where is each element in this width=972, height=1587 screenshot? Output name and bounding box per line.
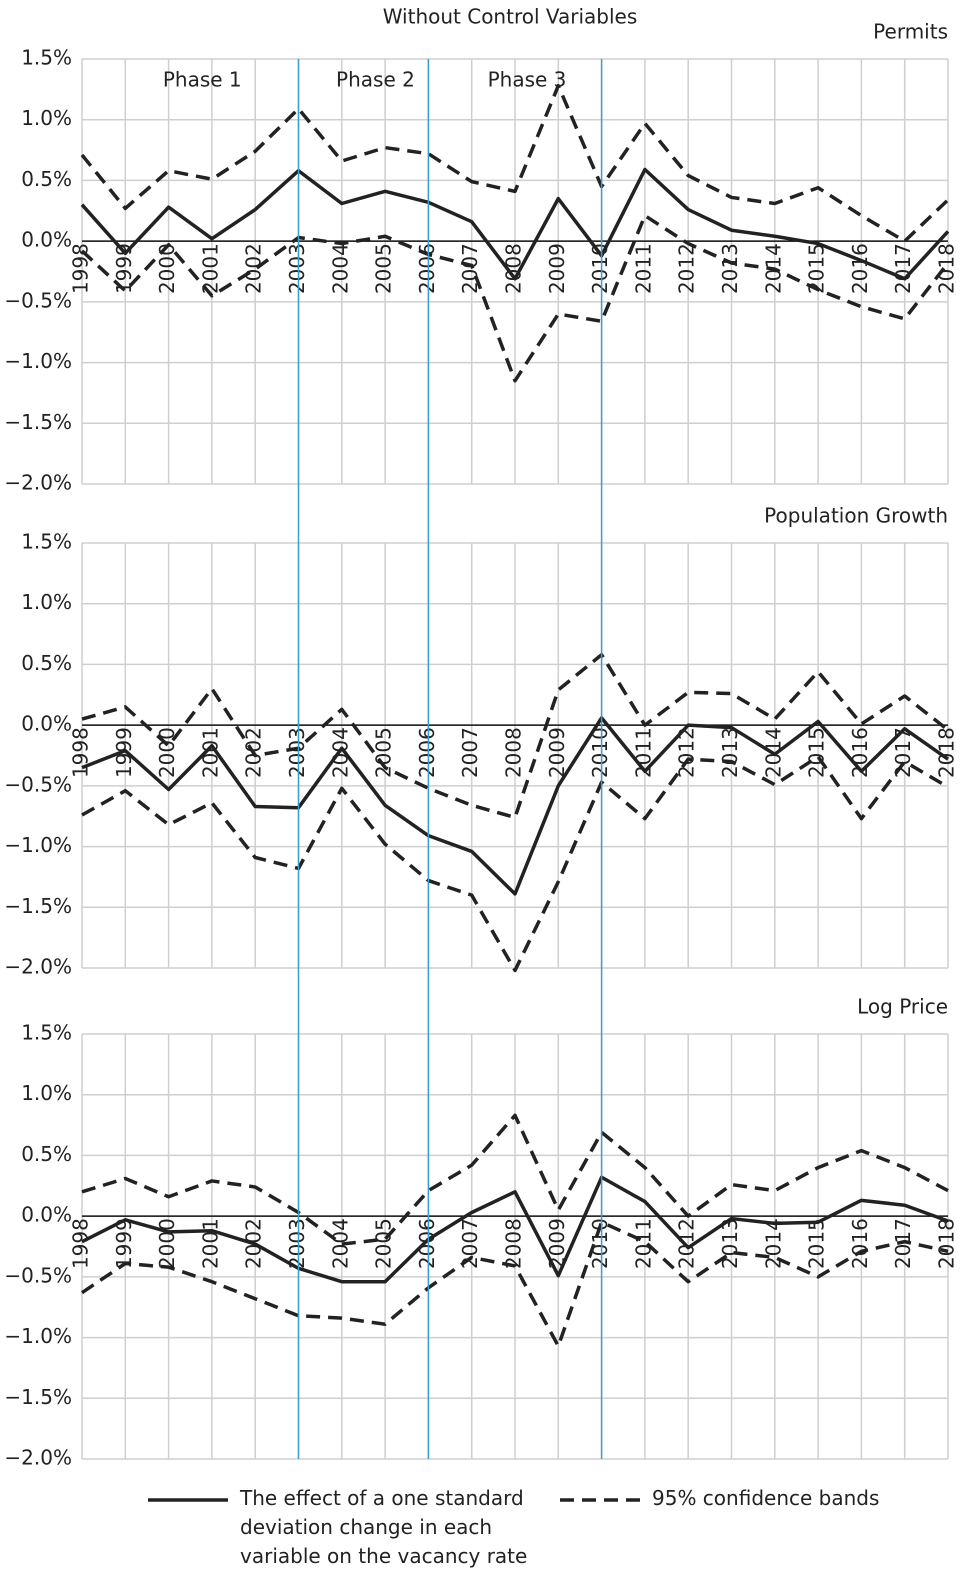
confidence-band bbox=[80, 83, 950, 243]
chart-title: Without Control Variables bbox=[383, 5, 638, 29]
phase-label: Phase 2 bbox=[336, 68, 415, 92]
y-tick-label: 1.5% bbox=[21, 46, 72, 70]
x-tick-label: 1998 bbox=[69, 1218, 93, 1269]
phase-label: Phase 1 bbox=[163, 68, 242, 92]
x-tick-label: 1999 bbox=[112, 1218, 136, 1269]
x-tick-label: 2002 bbox=[242, 243, 266, 294]
x-tick-label: 2000 bbox=[155, 243, 179, 294]
x-tick-label: 2003 bbox=[285, 727, 309, 778]
y-tick-label: −0.5% bbox=[4, 1263, 72, 1287]
panel-title: Permits bbox=[873, 20, 948, 44]
x-tick-label: 2004 bbox=[328, 243, 352, 294]
x-tick-label: 2011 bbox=[631, 243, 655, 294]
x-tick-label: 2001 bbox=[198, 1218, 222, 1269]
y-tick-label: 0.0% bbox=[21, 228, 72, 252]
y-tick-label: −1.5% bbox=[4, 410, 72, 434]
x-tick-label: 2007 bbox=[458, 727, 482, 778]
x-tick-label: 2005 bbox=[372, 727, 396, 778]
phase-label: Phase 3 bbox=[488, 68, 567, 92]
x-tick-label: 2015 bbox=[805, 1218, 829, 1269]
x-tick-label: 2016 bbox=[848, 1218, 872, 1269]
y-tick-label: 1.0% bbox=[21, 1081, 72, 1105]
x-tick-label: 2017 bbox=[891, 243, 915, 294]
y-tick-label: 0.0% bbox=[21, 1203, 72, 1227]
x-tick-label: 2006 bbox=[415, 243, 439, 294]
x-tick-label: 2000 bbox=[155, 1218, 179, 1269]
effect-line bbox=[81, 1175, 949, 1284]
y-tick-label: 1.0% bbox=[21, 590, 72, 614]
x-tick-label: 2010 bbox=[588, 243, 612, 294]
y-tick-label: 0.5% bbox=[21, 1142, 72, 1166]
x-tick-label: 2008 bbox=[502, 727, 526, 778]
y-tick-label: −1.5% bbox=[4, 1385, 72, 1409]
x-tick-label: 2017 bbox=[891, 727, 915, 778]
x-tick-label: 2008 bbox=[502, 1218, 526, 1269]
legend-label: The effect of a one standard deviation c… bbox=[240, 1486, 528, 1568]
panel-title: Population Growth bbox=[764, 504, 948, 528]
y-tick-label: −1.5% bbox=[4, 894, 72, 918]
y-tick-label: −1.0% bbox=[4, 1324, 72, 1348]
y-tick-label: 0.0% bbox=[21, 712, 72, 736]
x-tick-label: 1998 bbox=[69, 727, 93, 778]
y-tick-label: −2.0% bbox=[4, 471, 72, 495]
x-tick-label: 2003 bbox=[285, 243, 309, 294]
x-tick-label: 2007 bbox=[458, 1218, 482, 1269]
x-tick-label: 2013 bbox=[718, 243, 742, 294]
y-tick-label: −1.0% bbox=[4, 833, 72, 857]
x-tick-label: 2009 bbox=[545, 727, 569, 778]
x-tick-label: 2018 bbox=[935, 243, 959, 294]
y-tick-label: −0.5% bbox=[4, 288, 72, 312]
confidence-band bbox=[80, 213, 950, 383]
x-tick-label: 2006 bbox=[415, 727, 439, 778]
effect-line bbox=[81, 716, 950, 896]
y-tick-label: −1.0% bbox=[4, 349, 72, 373]
y-tick-label: 1.0% bbox=[21, 106, 72, 130]
x-tick-label: 2018 bbox=[935, 1218, 959, 1269]
x-tick-label: 2005 bbox=[372, 1218, 396, 1269]
confidence-band bbox=[81, 1220, 949, 1348]
y-tick-label: 0.5% bbox=[21, 167, 72, 191]
confidence-band bbox=[81, 652, 950, 820]
x-tick-label: 2009 bbox=[545, 243, 569, 294]
confidence-band bbox=[81, 754, 949, 973]
y-tick-label: −2.0% bbox=[4, 1446, 72, 1470]
y-tick-label: 1.5% bbox=[21, 1021, 72, 1045]
y-tick-label: 1.5% bbox=[21, 530, 72, 554]
lines bbox=[80, 83, 950, 1348]
x-tick-label: 1998 bbox=[69, 243, 93, 294]
effect-line bbox=[80, 167, 950, 281]
legend-label: 95% confidence bands bbox=[652, 1486, 880, 1510]
y-tick-label: −2.0% bbox=[4, 955, 72, 979]
confidence-band bbox=[81, 1113, 949, 1246]
y-tick-label: 0.5% bbox=[21, 651, 72, 675]
x-tick-label: 2015 bbox=[805, 727, 829, 778]
x-tick-label: 2013 bbox=[718, 727, 742, 778]
y-tick-label: −0.5% bbox=[4, 772, 72, 796]
x-tick-label: 2016 bbox=[848, 243, 872, 294]
x-tick-label: 2003 bbox=[285, 1218, 309, 1269]
x-tick-label: 2005 bbox=[372, 243, 396, 294]
x-tick-label: 2001 bbox=[198, 243, 222, 294]
x-tick-label: 2006 bbox=[415, 1218, 439, 1269]
x-tick-label: 2011 bbox=[631, 1218, 655, 1269]
x-tick-label: 2012 bbox=[675, 243, 699, 294]
panel-title: Log Price bbox=[857, 995, 948, 1019]
